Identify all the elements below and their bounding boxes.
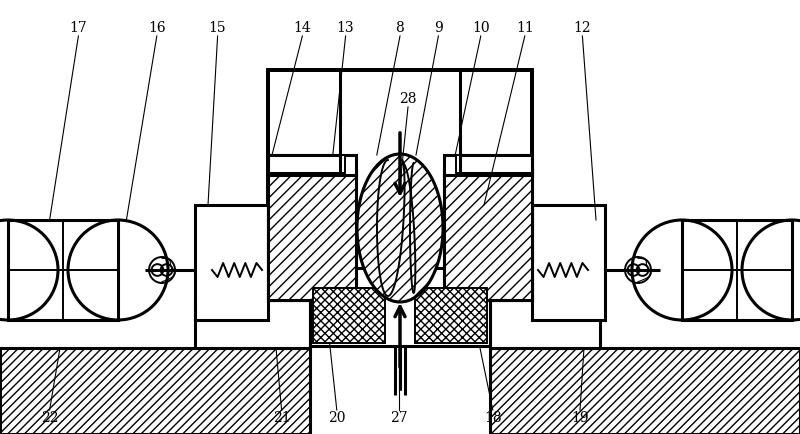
Text: 15: 15: [209, 21, 226, 35]
Bar: [444, 170, 532, 300]
Text: 12: 12: [574, 21, 591, 35]
Text: 27: 27: [390, 411, 408, 425]
Text: 19: 19: [571, 411, 589, 425]
Bar: [195, 205, 268, 320]
Text: 18: 18: [484, 411, 502, 425]
Text: 17: 17: [70, 21, 87, 35]
Text: 13: 13: [337, 21, 354, 35]
Text: 9: 9: [434, 21, 442, 35]
Text: 14: 14: [294, 21, 311, 35]
Bar: [8, 220, 118, 320]
Bar: [268, 170, 356, 300]
Text: 28: 28: [399, 92, 417, 106]
Bar: [268, 70, 532, 270]
Bar: [490, 348, 800, 434]
Bar: [444, 155, 532, 175]
Text: 8: 8: [396, 21, 404, 35]
Bar: [268, 155, 340, 173]
Bar: [490, 300, 600, 348]
Bar: [415, 288, 487, 343]
Text: 11: 11: [516, 21, 534, 35]
Text: 21: 21: [273, 411, 290, 425]
Bar: [268, 170, 356, 300]
Bar: [280, 155, 345, 173]
Text: 16: 16: [148, 21, 166, 35]
Bar: [460, 155, 532, 173]
Bar: [310, 268, 490, 346]
Bar: [682, 220, 792, 320]
Bar: [456, 155, 521, 173]
Bar: [313, 288, 385, 343]
Text: 10: 10: [472, 21, 490, 35]
Bar: [0, 348, 310, 434]
Bar: [532, 205, 605, 320]
Text: 20: 20: [328, 411, 346, 425]
Text: 22: 22: [41, 411, 58, 425]
Bar: [268, 155, 356, 175]
Bar: [444, 170, 532, 300]
Ellipse shape: [357, 154, 443, 302]
Bar: [195, 300, 310, 348]
